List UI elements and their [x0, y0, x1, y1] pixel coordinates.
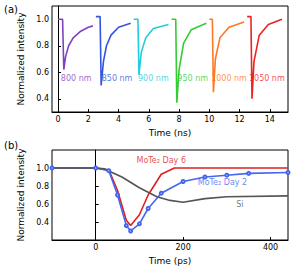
svg-text:Normalized intensity: Normalized intensity: [16, 12, 26, 106]
svg-text:10: 10: [204, 115, 214, 124]
svg-text:4: 4: [116, 115, 121, 124]
svg-text:Time (ps): Time (ps): [148, 256, 191, 266]
svg-text:0.4: 0.4: [36, 94, 49, 103]
svg-text:800 nm: 800 nm: [61, 74, 92, 83]
svg-text:6: 6: [146, 115, 151, 124]
svg-text:950 nm: 950 nm: [177, 74, 208, 83]
svg-text:850 nm: 850 nm: [102, 74, 133, 83]
svg-text:0.6: 0.6: [36, 68, 49, 77]
svg-text:2: 2: [86, 115, 91, 124]
svg-text:12: 12: [234, 115, 244, 124]
svg-text:1050 nm: 1050 nm: [249, 74, 285, 83]
svg-text:1.0: 1.0: [36, 164, 49, 173]
svg-text:(a): (a): [4, 3, 18, 15]
svg-text:Time (ns): Time (ns): [148, 128, 191, 138]
svg-text:0.8: 0.8: [36, 41, 49, 50]
svg-text:0.6: 0.6: [36, 200, 49, 209]
svg-text:200: 200: [175, 243, 190, 252]
svg-text:Si: Si: [236, 200, 243, 209]
svg-text:0.8: 0.8: [36, 182, 49, 191]
svg-text:MoTe₂ Day 6: MoTe₂ Day 6: [137, 156, 186, 165]
svg-text:1000 nm: 1000 nm: [211, 74, 247, 83]
svg-text:Normalized intensity: Normalized intensity: [16, 148, 26, 242]
svg-text:400: 400: [263, 243, 278, 252]
svg-text:MoTe₂ Day 2: MoTe₂ Day 2: [197, 177, 248, 187]
svg-text:8: 8: [177, 115, 182, 124]
svg-text:900 nm: 900 nm: [138, 74, 169, 83]
svg-text:0.4: 0.4: [36, 218, 49, 227]
svg-text:0: 0: [56, 115, 61, 124]
svg-text:(b): (b): [4, 139, 19, 151]
svg-text:14: 14: [265, 115, 275, 124]
svg-text:1.0: 1.0: [36, 15, 49, 24]
svg-text:0: 0: [93, 243, 98, 252]
